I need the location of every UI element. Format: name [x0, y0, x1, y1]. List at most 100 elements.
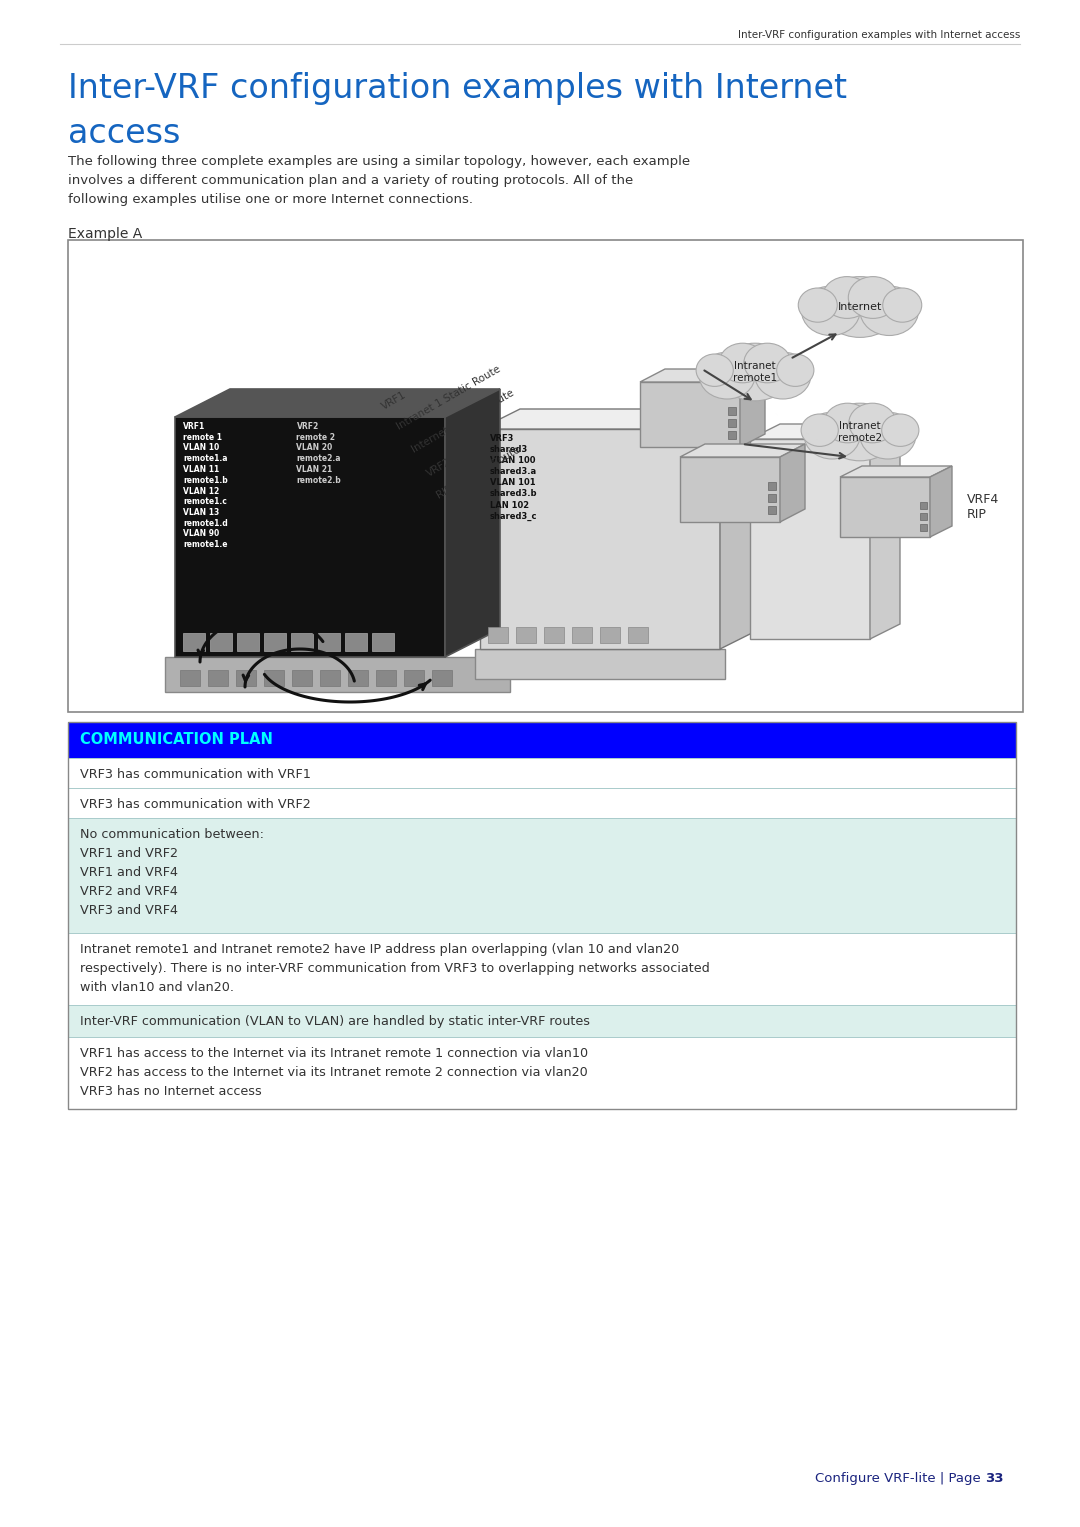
Bar [68, 788, 1016, 818]
Ellipse shape [860, 286, 918, 336]
Polygon shape [840, 476, 930, 538]
Bar [728, 431, 735, 438]
Ellipse shape [801, 414, 838, 446]
Bar [572, 628, 592, 643]
Polygon shape [750, 425, 900, 438]
Ellipse shape [719, 344, 766, 383]
Bar [291, 634, 313, 651]
Ellipse shape [744, 344, 791, 383]
Ellipse shape [777, 354, 814, 386]
Bar [68, 757, 1016, 788]
Polygon shape [780, 444, 805, 522]
Bar [68, 240, 1023, 712]
Bar [68, 933, 1016, 1005]
Polygon shape [480, 409, 760, 429]
Polygon shape [445, 389, 500, 657]
Ellipse shape [805, 412, 860, 460]
Text: involves a different communication plan and a variety of routing protocols. All : involves a different communication plan … [68, 174, 633, 186]
Text: following examples utilise one or more Internet connections.: following examples utilise one or more I… [68, 192, 473, 206]
Bar [372, 634, 394, 651]
Text: No communication between:
VRF1 and VRF2
VRF1 and VRF4
VRF2 and VRF4
VRF3 and VRF: No communication between: VRF1 and VRF2 … [80, 828, 264, 918]
Bar [920, 513, 927, 521]
Polygon shape [640, 370, 765, 382]
Text: VRF3
shared3
VLAN 100
shared3.a
VLAN 101
shared3.b
LAN 102
shared3_c: VRF3 shared3 VLAN 100 shared3.a VLAN 101… [490, 434, 538, 521]
Ellipse shape [860, 412, 916, 460]
Ellipse shape [718, 344, 793, 400]
Polygon shape [480, 429, 720, 649]
Bar [208, 670, 228, 686]
Bar [600, 628, 620, 643]
Text: 33: 33 [985, 1472, 1003, 1484]
Bar [264, 670, 284, 686]
Text: VRF1: VRF1 [380, 389, 408, 412]
Ellipse shape [801, 286, 860, 336]
Text: Internet: Internet [838, 302, 882, 312]
Bar [68, 1037, 1016, 1109]
Text: Configure VRF-lite | Page: Configure VRF-lite | Page [815, 1472, 985, 1484]
Ellipse shape [821, 276, 899, 337]
Polygon shape [740, 370, 765, 447]
Ellipse shape [848, 276, 897, 319]
Bar [768, 483, 777, 490]
Bar [292, 670, 312, 686]
Bar [432, 670, 453, 686]
Ellipse shape [849, 403, 896, 443]
Text: VRF1 has access to the Internet via its Intranet remote 1 connection via vlan10
: VRF1 has access to the Internet via its … [80, 1048, 589, 1098]
Polygon shape [750, 438, 870, 638]
Text: access: access [68, 118, 180, 150]
Text: Example A: Example A [68, 228, 143, 241]
Bar [68, 818, 1016, 933]
Text: Intranet remote1 and Intranet remote2 have IP address plan overlapping (vlan 10 : Intranet remote1 and Intranet remote2 ha… [80, 944, 710, 994]
Bar [544, 628, 564, 643]
Text: Inter-VRF configuration examples with Internet access: Inter-VRF configuration examples with In… [738, 31, 1020, 40]
Ellipse shape [824, 403, 872, 443]
Bar [345, 634, 367, 651]
Text: Intranet
remote2: Intranet remote2 [838, 421, 882, 443]
Bar [768, 505, 777, 515]
Bar [210, 634, 232, 651]
Ellipse shape [881, 414, 919, 446]
Bar [404, 670, 424, 686]
Polygon shape [930, 466, 951, 538]
Bar [318, 634, 340, 651]
Bar [516, 628, 536, 643]
Text: VRF2
remote 2
VLAN 20
remote2.a
VLAN 21
remote2.b: VRF2 remote 2 VLAN 20 remote2.a VLAN 21 … [297, 421, 341, 484]
Polygon shape [870, 425, 900, 638]
Bar [264, 634, 286, 651]
Bar [728, 418, 735, 428]
Text: RIP Intranet Route: RIP Intranet Route [435, 444, 522, 501]
Bar [68, 722, 1016, 1109]
Polygon shape [640, 382, 740, 447]
Bar [320, 670, 340, 686]
Bar [348, 670, 368, 686]
Bar [237, 634, 259, 651]
Bar [920, 524, 927, 531]
Text: VRF2: VRF2 [426, 457, 454, 479]
Bar [488, 628, 508, 643]
Ellipse shape [755, 353, 811, 399]
Polygon shape [175, 389, 500, 417]
Text: VRF4
RIP: VRF4 RIP [967, 493, 999, 521]
Polygon shape [475, 649, 725, 680]
Ellipse shape [822, 276, 872, 319]
Bar [183, 634, 205, 651]
Text: COMMUNICATION PLAN: COMMUNICATION PLAN [80, 733, 273, 748]
Bar [237, 670, 256, 686]
Polygon shape [840, 466, 951, 476]
Text: Inter-VRF configuration examples with Internet: Inter-VRF configuration examples with In… [68, 72, 847, 105]
Bar [180, 670, 200, 686]
Polygon shape [680, 457, 780, 522]
Text: Intranet
remote1: Intranet remote1 [733, 362, 778, 383]
Polygon shape [720, 409, 760, 649]
Polygon shape [175, 417, 445, 657]
Bar [728, 408, 735, 415]
Bar [627, 628, 648, 643]
Polygon shape [680, 444, 805, 457]
Text: Internet Default Route: Internet Default Route [410, 388, 516, 455]
Text: The following three complete examples are using a similar topology, however, eac: The following three complete examples ar… [68, 156, 690, 168]
Ellipse shape [882, 289, 921, 322]
Ellipse shape [823, 403, 897, 461]
Ellipse shape [798, 289, 837, 322]
Bar [68, 722, 1016, 757]
Text: VRF3 has communication with VRF1: VRF3 has communication with VRF1 [80, 768, 311, 780]
